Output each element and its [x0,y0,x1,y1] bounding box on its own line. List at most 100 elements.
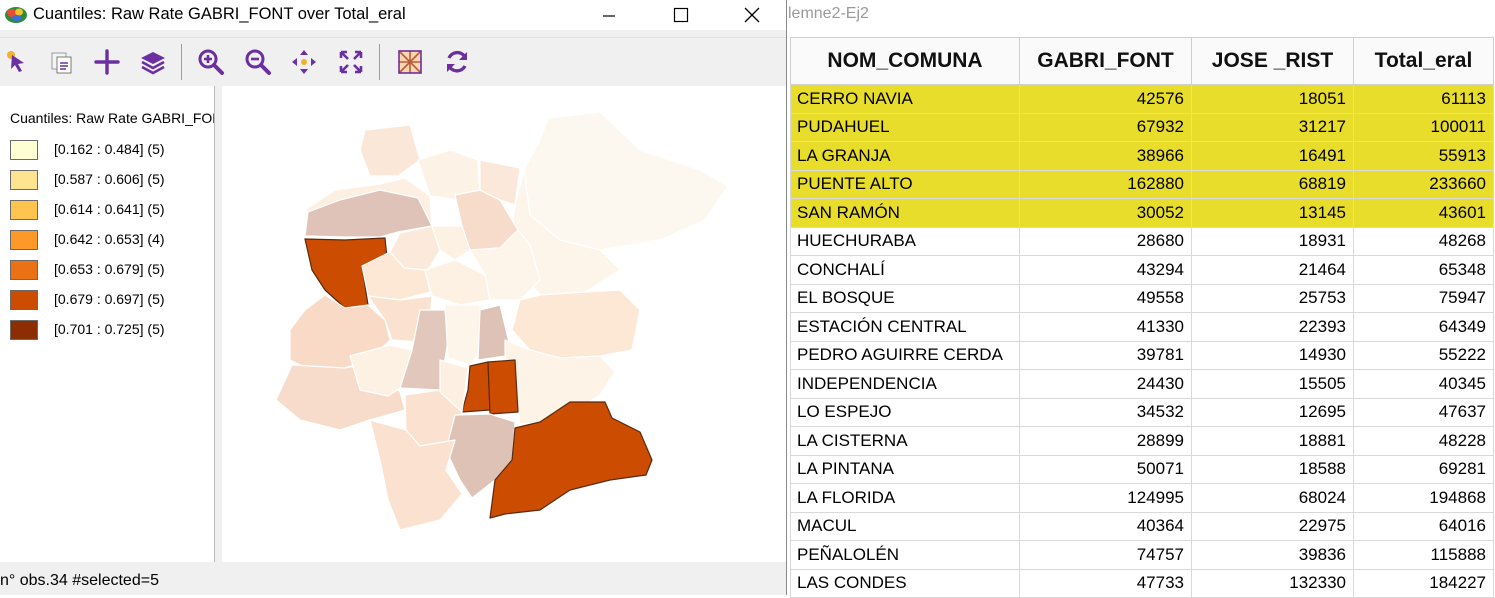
table-row-selected[interactable]: CERRO NAVIA 42576 18051 61113 [790,84,1494,114]
cell-jose-rist[interactable]: 22393 [1191,312,1354,342]
cell-total-eral[interactable]: 64016 [1353,511,1494,541]
cell-gabri-font[interactable]: 24430 [1019,369,1192,399]
cell-total-eral[interactable]: 61113 [1353,84,1494,114]
map-window-titlebar[interactable]: Cuantiles: Raw Rate GABRI_FONT over Tota… [0,0,786,30]
cell-gabri-font[interactable]: 30052 [1019,198,1192,228]
table-row-selected[interactable]: LA GRANJA 38966 16491 55913 [790,141,1494,171]
cell-gabri-font[interactable]: 42576 [1019,84,1192,114]
table-row[interactable]: MACUL 40364 22975 64016 [790,511,1494,541]
cell-gabri-font[interactable]: 162880 [1019,169,1192,199]
cell-gabri-font[interactable]: 41330 [1019,312,1192,342]
copy-selection-button[interactable] [44,45,78,79]
cell-jose-rist[interactable]: 18931 [1191,226,1354,256]
cell-total-eral[interactable]: 69281 [1353,454,1494,484]
cell-total-eral[interactable]: 43601 [1353,198,1494,228]
cell-nom-comuna[interactable]: PUDAHUEL [790,112,1020,142]
table-row[interactable]: EL BOSQUE 49558 25753 75947 [790,283,1494,313]
cell-gabri-font[interactable]: 124995 [1019,483,1192,513]
cell-nom-comuna[interactable]: SAN RAMÓN [790,198,1020,228]
layers-button[interactable] [136,45,170,79]
cell-jose-rist[interactable]: 31217 [1191,112,1354,142]
cell-total-eral[interactable]: 233660 [1353,169,1494,199]
column-header-jose-rist[interactable]: JOSE _RIST [1191,37,1354,85]
table-row[interactable]: LA FLORIDA 124995 68024 194868 [790,483,1494,513]
cell-total-eral[interactable]: 55222 [1353,340,1494,370]
zoom-in-button[interactable] [194,45,228,79]
cell-gabri-font[interactable]: 74757 [1019,540,1192,570]
cell-gabri-font[interactable]: 28680 [1019,226,1192,256]
cell-total-eral[interactable]: 194868 [1353,483,1494,513]
cell-total-eral[interactable]: 55913 [1353,141,1494,171]
cell-nom-comuna[interactable]: LO ESPEJO [790,397,1020,427]
cell-jose-rist[interactable]: 15505 [1191,369,1354,399]
cell-gabri-font[interactable]: 49558 [1019,283,1192,313]
zoom-out-button[interactable] [241,45,275,79]
column-header-total-eral[interactable]: Total_eral [1353,37,1494,85]
table-row[interactable]: LA CISTERNA 28899 18881 48228 [790,426,1494,456]
select-tool-button[interactable] [0,45,34,79]
cell-gabri-font[interactable]: 67932 [1019,112,1192,142]
map-theme-button[interactable] [393,45,427,79]
cell-jose-rist[interactable]: 18588 [1191,454,1354,484]
cell-jose-rist[interactable]: 21464 [1191,255,1354,285]
cell-gabri-font[interactable]: 43294 [1019,255,1192,285]
full-extent-button[interactable] [334,45,368,79]
column-header-nom-comuna[interactable]: NOM_COMUNA [790,37,1020,85]
cell-gabri-font[interactable]: 38966 [1019,141,1192,171]
cell-total-eral[interactable]: 47637 [1353,397,1494,427]
table-row[interactable]: PEDRO AGUIRRE CERDA 39781 14930 55222 [790,340,1494,370]
cell-jose-rist[interactable]: 132330 [1191,568,1354,598]
cell-total-eral[interactable]: 48228 [1353,426,1494,456]
cell-total-eral[interactable]: 75947 [1353,283,1494,313]
cell-nom-comuna[interactable]: LA GRANJA [790,141,1020,171]
table-row[interactable]: ESTACIÓN CENTRAL 41330 22393 64349 [790,312,1494,342]
minimize-button[interactable] [586,0,632,30]
table-window-titlebar[interactable]: lemne2-Ej2 [788,0,1495,36]
cell-total-eral[interactable]: 65348 [1353,255,1494,285]
table-row[interactable]: LAS CONDES 47733 132330 184227 [790,568,1494,598]
cell-nom-comuna[interactable]: CERRO NAVIA [790,84,1020,114]
cell-nom-comuna[interactable]: PEÑALOLÉN [790,540,1020,570]
cell-nom-comuna[interactable]: EL BOSQUE [790,283,1020,313]
cell-jose-rist[interactable]: 25753 [1191,283,1354,313]
cell-nom-comuna[interactable]: LAS CONDES [790,568,1020,598]
cell-total-eral[interactable]: 184227 [1353,568,1494,598]
cell-jose-rist[interactable]: 39836 [1191,540,1354,570]
cell-total-eral[interactable]: 40345 [1353,369,1494,399]
cell-jose-rist[interactable]: 18051 [1191,84,1354,114]
cell-nom-comuna[interactable]: LA FLORIDA [790,483,1020,513]
table-row[interactable]: PEÑALOLÉN 74757 39836 115888 [790,540,1494,570]
cell-total-eral[interactable]: 115888 [1353,540,1494,570]
table-row[interactable]: LA PINTANA 50071 18588 69281 [790,454,1494,484]
table-row[interactable]: INDEPENDENCIA 24430 15505 40345 [790,369,1494,399]
cell-jose-rist[interactable]: 12695 [1191,397,1354,427]
cell-total-eral[interactable]: 48268 [1353,226,1494,256]
choropleth-map[interactable] [222,86,786,562]
cell-nom-comuna[interactable]: PEDRO AGUIRRE CERDA [790,340,1020,370]
cell-jose-rist[interactable]: 13145 [1191,198,1354,228]
cell-gabri-font[interactable]: 47733 [1019,568,1192,598]
cell-jose-rist[interactable]: 18881 [1191,426,1354,456]
table-row[interactable]: HUECHURABA 28680 18931 48268 [790,226,1494,256]
cell-nom-comuna[interactable]: ESTACIÓN CENTRAL [790,312,1020,342]
table-row[interactable]: CONCHALÍ 43294 21464 65348 [790,255,1494,285]
cell-gabri-font[interactable]: 34532 [1019,397,1192,427]
refresh-button[interactable] [440,45,474,79]
cell-nom-comuna[interactable]: INDEPENDENCIA [790,369,1020,399]
cell-nom-comuna[interactable]: MACUL [790,511,1020,541]
map-canvas[interactable] [222,86,786,562]
cell-gabri-font[interactable]: 40364 [1019,511,1192,541]
cell-gabri-font[interactable]: 39781 [1019,340,1192,370]
cell-nom-comuna[interactable]: LA CISTERNA [790,426,1020,456]
cell-jose-rist[interactable]: 68819 [1191,169,1354,199]
pan-button[interactable] [287,45,321,79]
cell-jose-rist[interactable]: 68024 [1191,483,1354,513]
table-row[interactable]: LO ESPEJO 34532 12695 47637 [790,397,1494,427]
cell-nom-comuna[interactable]: HUECHURABA [790,226,1020,256]
cell-nom-comuna[interactable]: LA PINTANA [790,454,1020,484]
cell-jose-rist[interactable]: 16491 [1191,141,1354,171]
cell-gabri-font[interactable]: 50071 [1019,454,1192,484]
column-header-gabri-font[interactable]: GABRI_FONT [1019,37,1192,85]
table-row-selected[interactable]: SAN RAMÓN 30052 13145 43601 [790,198,1494,228]
cell-total-eral[interactable]: 100011 [1353,112,1494,142]
